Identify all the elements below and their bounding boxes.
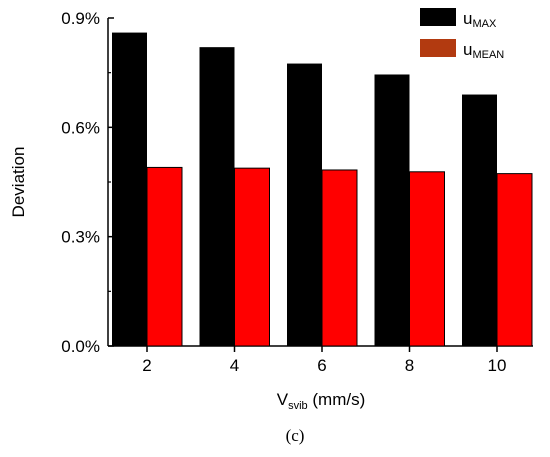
bar-mean-6 [321, 169, 358, 347]
bar-max-6 [287, 63, 322, 347]
legend-swatch-mean [420, 39, 456, 57]
y-tick-label-1: 0.3% [61, 228, 100, 247]
x-axis-title-rest: (mm/s) [308, 390, 366, 409]
y-tick-label-2: 0.6% [61, 118, 100, 137]
y-tick-label-0: 0.0% [61, 337, 100, 356]
x-axis-title: Vsvib (mm/s) [277, 390, 366, 412]
bar-mean-10 [496, 173, 533, 347]
legend: uMAX uMEAN [420, 8, 504, 61]
y-tick-label-3: 0.9% [61, 9, 100, 28]
x-tick-label-10: 10 [488, 356, 507, 375]
bar-max-10 [462, 94, 497, 347]
legend-label-mean-main: u [463, 40, 472, 59]
x-ticks-group: 2 4 6 8 10 [142, 346, 506, 375]
bar-max-4 [199, 47, 235, 347]
x-tick-label-2: 2 [142, 356, 151, 375]
bar-mean-8 [409, 171, 445, 347]
legend-swatch-max [420, 8, 456, 26]
y-axis-title: Deviation [9, 147, 28, 218]
legend-label-max-main: u [463, 9, 472, 28]
bar-mean-4 [234, 167, 270, 347]
x-tick-label-4: 4 [230, 356, 239, 375]
x-tick-label-8: 8 [405, 356, 414, 375]
legend-label-max-sub: MAX [472, 18, 497, 30]
bar-max-2 [112, 32, 147, 346]
bar-max-8 [374, 74, 410, 346]
bar-mean-2 [146, 166, 183, 347]
legend-label-mean-sub: MEAN [472, 49, 504, 61]
legend-label-mean: uMEAN [463, 40, 504, 61]
legend-label-max: uMAX [463, 9, 497, 30]
x-axis-title-main: V [277, 390, 289, 409]
y-ticks-group: 0.0% 0.3% 0.6% 0.9% [61, 9, 114, 356]
x-tick-label-6: 6 [317, 356, 326, 375]
bars-group [112, 32, 533, 347]
figure-caption: (c) [286, 426, 305, 445]
x-axis-title-sub: svib [288, 400, 308, 412]
